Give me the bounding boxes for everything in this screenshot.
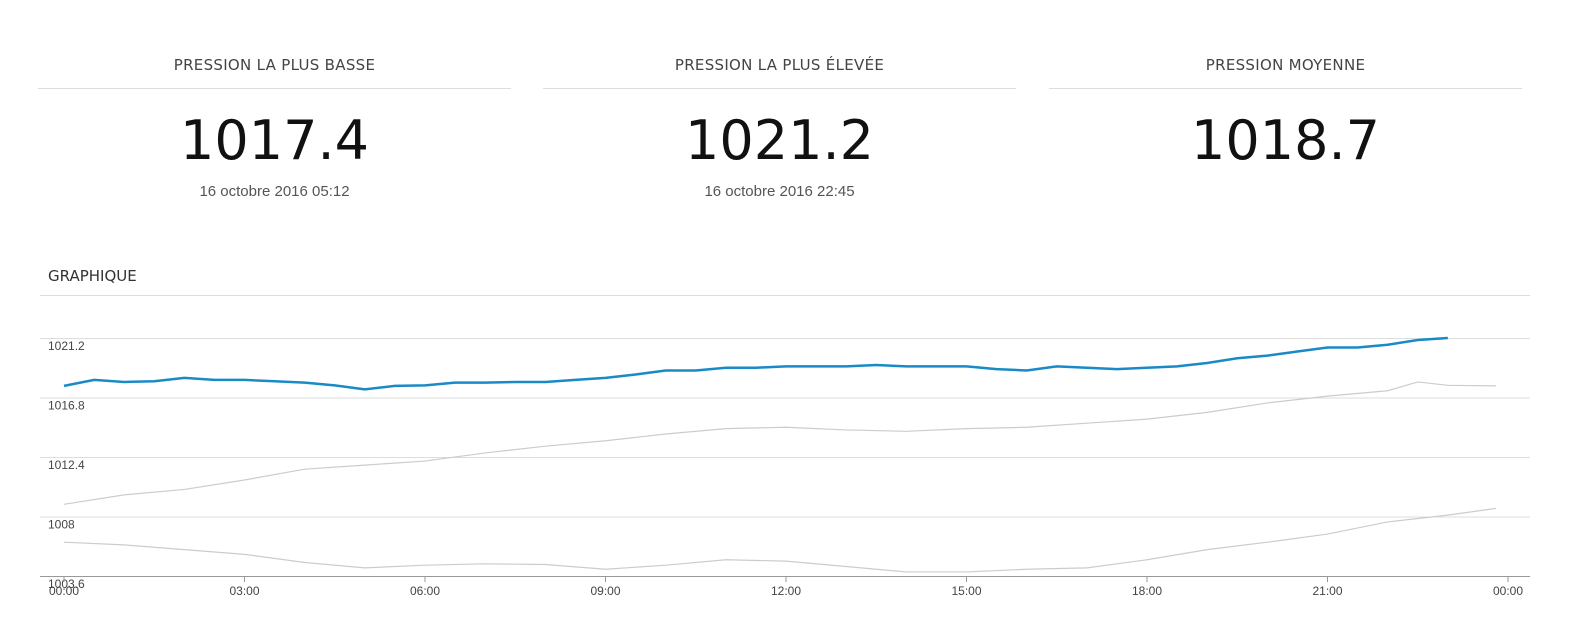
y-tick-label: 1021.2 bbox=[48, 339, 85, 353]
y-tick-label: 1012.4 bbox=[48, 458, 85, 472]
chart-title: GRAPHIQUE bbox=[48, 267, 137, 285]
stat-date: 16 octobre 2016 22:45 bbox=[704, 183, 855, 200]
stat-value: 1021.2 bbox=[685, 109, 874, 172]
stat-card: PRESSION MOYENNE 1018.7 bbox=[1049, 56, 1522, 173]
stat-label: PRESSION MOYENNE bbox=[1049, 56, 1522, 89]
stat-label: PRESSION LA PLUS BASSE bbox=[38, 56, 511, 89]
x-tick-label: 00:00 bbox=[1493, 584, 1523, 598]
stat-value: 1018.7 bbox=[1191, 109, 1380, 172]
y-tick-label: 1008 bbox=[48, 518, 75, 532]
x-tick-label: 03:00 bbox=[229, 584, 259, 598]
x-tick-label: 00:00 bbox=[49, 584, 79, 598]
series-line bbox=[63, 336, 1448, 391]
x-tick-label: 06:00 bbox=[410, 584, 440, 598]
series-line bbox=[63, 381, 1496, 505]
x-tick-label: 21:00 bbox=[1312, 584, 1342, 598]
stat-card: PRESSION LA PLUS BASSE 1017.4 16 octobre… bbox=[38, 56, 511, 200]
stat-value: 1017.4 bbox=[180, 109, 369, 172]
stat-label: PRESSION LA PLUS ÉLEVÉE bbox=[543, 56, 1016, 89]
x-tick-label: 09:00 bbox=[590, 584, 620, 598]
y-tick-label: 1016.8 bbox=[48, 399, 85, 413]
x-tick-label: 18:00 bbox=[1132, 584, 1162, 598]
x-tick-label: 15:00 bbox=[951, 584, 981, 598]
x-tick-label: 12:00 bbox=[771, 584, 801, 598]
stat-date: 16 octobre 2016 05:12 bbox=[199, 183, 350, 200]
chart: GRAPHIQUE 1003.6 1008 1012.4 1016.8 1021.2 00… bbox=[40, 267, 1530, 598]
y-tick-label: 1003.6 bbox=[48, 577, 85, 591]
series-line bbox=[63, 507, 1497, 573]
stat-card: PRESSION LA PLUS ÉLEVÉE 1021.2 16 octobr… bbox=[543, 56, 1016, 200]
